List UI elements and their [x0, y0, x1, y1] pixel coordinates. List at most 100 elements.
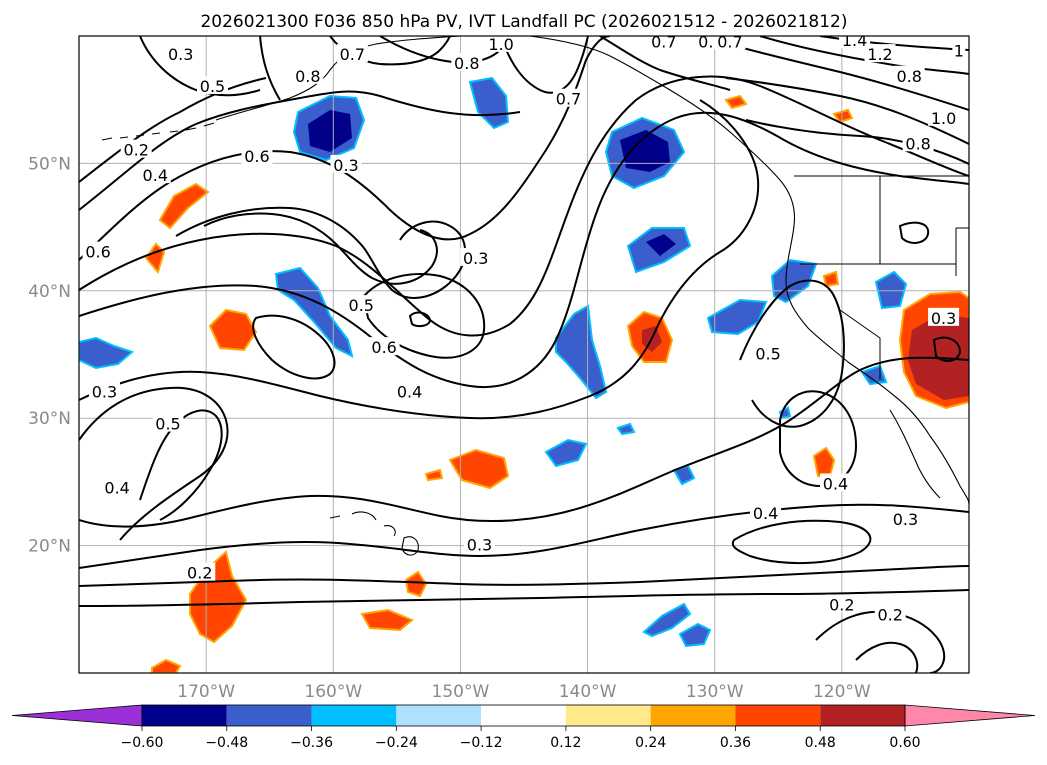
lat-tick-label: 20°N	[28, 537, 71, 557]
colorbar-segment	[311, 705, 397, 726]
colorbar-segment	[226, 705, 312, 726]
contour-label: 0.5	[349, 296, 374, 315]
contour-label: 0.6	[244, 147, 269, 166]
contour-label: 1.4	[842, 31, 867, 50]
contour-line	[79, 565, 969, 587]
colorbar-tick-labels: −0.60 −0.48 −0.36 −0.24 −0.12 0.12 0.24 0.36 0.4…	[121, 735, 921, 751]
state-borders	[794, 175, 969, 380]
contour-label: 0.6	[85, 243, 110, 262]
contour-label: 0.5	[200, 77, 225, 96]
colorbar-extend-high	[904, 704, 1036, 727]
contour-label: 0.5	[755, 345, 780, 364]
contour-label-bg	[451, 53, 483, 72]
contour-label-bg	[152, 413, 184, 432]
contour-label-bg	[750, 502, 782, 521]
contour-label: 0.8	[454, 54, 479, 73]
contour-label-bg	[241, 146, 273, 165]
contour-label-bg	[889, 509, 921, 528]
contour-label: 0.6	[371, 338, 396, 357]
negative-region	[616, 422, 636, 436]
north-america-coast	[529, 36, 969, 505]
negative-region	[79, 336, 134, 370]
contour-label: 0.8	[897, 67, 922, 86]
alaska-coast	[215, 36, 461, 121]
contour-label: 0.4	[753, 504, 778, 523]
contour-line	[79, 99, 760, 420]
contour-line	[932, 336, 962, 362]
positive-region	[151, 658, 182, 673]
contour-line	[379, 36, 501, 64]
negative-region-core	[308, 110, 352, 152]
contour-line	[898, 221, 930, 244]
contour-label: 0.7	[651, 32, 676, 51]
contour-label-bg	[952, 40, 966, 59]
contour-label-bg	[336, 44, 368, 63]
lon-tick-label: 140°W	[559, 682, 617, 702]
lon-tick-label: 120°W	[813, 682, 871, 702]
contour-label-bg	[394, 381, 426, 400]
map-title: 2026021300 F036 850 hPa PV, IVT Landfall…	[200, 12, 847, 32]
contour-label: 0.2	[187, 564, 212, 583]
contour-label-bg	[714, 36, 746, 50]
colorbar-segment	[650, 705, 736, 726]
contour-line	[819, 36, 969, 51]
contour-label-bg	[101, 477, 133, 496]
contour-line	[79, 503, 969, 569]
negative-region	[544, 438, 588, 468]
colorbar-segment	[820, 705, 905, 726]
contour-label: 1	[954, 41, 964, 60]
colorbar-tick-label: −0.60	[121, 735, 164, 751]
contour-line	[79, 77, 267, 183]
contour-label: 0.3	[931, 309, 956, 328]
colorbar-segment	[396, 705, 482, 726]
lon-tick-label: 130°W	[686, 682, 744, 702]
contour-line	[79, 356, 969, 528]
contour-label-bg	[464, 534, 495, 553]
contour-label: 0.3	[467, 536, 492, 555]
contour-line	[759, 36, 969, 75]
contour-line	[815, 610, 946, 673]
contour-label: 0.7	[717, 32, 742, 51]
contour-label-bg	[292, 65, 324, 84]
contour-label-bg	[874, 604, 906, 623]
contour-label: 0.3	[893, 510, 918, 529]
contour-label-bg	[864, 44, 896, 63]
contour-label: 1.2	[867, 45, 892, 64]
positive-region	[158, 182, 210, 230]
contour-label-bg	[82, 241, 114, 260]
contour-label: 0.4	[823, 474, 848, 493]
colorbar-tick-label: −0.24	[375, 735, 418, 751]
contour-label-bg	[165, 44, 197, 63]
contour-label: 0.2	[877, 606, 902, 625]
coastlines	[101, 36, 969, 556]
contour-line	[855, 641, 919, 673]
contour-label: 0.3	[333, 156, 358, 175]
contour-label-bg	[839, 36, 871, 49]
colorbar-tick-label: 0.60	[889, 735, 920, 751]
contour-label-bg	[826, 594, 858, 613]
contour-label: 0.7	[340, 45, 365, 64]
contour-label-bg	[820, 473, 851, 492]
positive-region	[448, 448, 510, 490]
contour-line	[203, 212, 438, 285]
longitude-labels: 170°W 160°W 150°W 140°W 130°W 120°W	[177, 682, 871, 702]
lat-tick-label: 40°N	[28, 282, 71, 302]
contour-label-bg	[928, 307, 960, 326]
colorbar-segment	[735, 705, 821, 726]
contour-label-bg	[752, 343, 784, 362]
contour-line	[79, 75, 969, 337]
border-line	[839, 309, 881, 380]
pv-fill-regions	[79, 76, 969, 673]
contour-labels: 1.00.80.70.70.70.7 0.7 1.41.2 10.81.00.80.3…	[82, 31, 966, 625]
contour-label: 0.3	[92, 383, 117, 402]
contour-line	[599, 36, 731, 91]
positive-region	[724, 94, 748, 110]
contour-label-bg	[893, 65, 925, 84]
contour-label-bg	[139, 165, 171, 184]
colorbar-tick-label: 0.48	[805, 735, 836, 751]
contour-line	[79, 111, 969, 389]
contour-label-bg	[553, 88, 584, 107]
contour-line	[739, 279, 845, 428]
positive-region	[832, 108, 854, 124]
contour-label: 0.2	[123, 141, 148, 160]
